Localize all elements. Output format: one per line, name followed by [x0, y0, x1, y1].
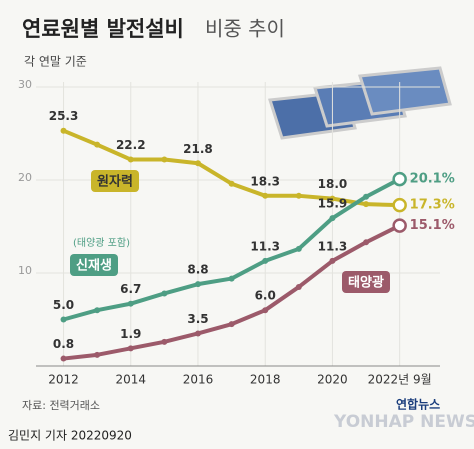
legend-label: 태양광: [348, 276, 384, 291]
point: [94, 307, 101, 314]
unit-note: 각 연말 기준: [24, 55, 87, 69]
watermark: YONHAP NEWS: [333, 412, 474, 432]
point: [363, 239, 370, 246]
y-tick-label: 30: [18, 78, 32, 91]
value-label: 5.0: [53, 298, 74, 312]
point: [127, 156, 134, 163]
value-label: 6.7: [120, 282, 141, 296]
x-tick-label: 2018: [250, 373, 281, 387]
point: [295, 283, 302, 290]
value-label: 18.3: [250, 174, 280, 188]
chart-title: 연료원별 발전설비: [22, 17, 184, 41]
point: [228, 180, 235, 187]
value-label: 20.1%: [410, 172, 455, 187]
point: [363, 201, 370, 208]
point: [60, 127, 67, 134]
agency: 연합뉴스: [396, 397, 440, 412]
value-label: 15.1%: [410, 218, 455, 233]
value-label: 17.3%: [410, 198, 455, 213]
point: [392, 218, 407, 233]
value-label: 15.9: [318, 197, 348, 211]
source: 자료: 전력거래소: [22, 399, 100, 412]
chart-subtitle: 비중 추이: [205, 17, 285, 41]
x-tick-label: 2022년 9월: [368, 373, 432, 387]
value-label: 11.3: [250, 239, 280, 253]
point: [392, 171, 407, 187]
point: [161, 290, 168, 297]
point: [228, 321, 235, 328]
point: [392, 197, 407, 213]
value-label: 0.8: [53, 337, 74, 351]
point: [262, 307, 269, 314]
point: [60, 355, 67, 362]
point: [161, 338, 168, 345]
point: [295, 245, 302, 252]
legend-box: [342, 271, 390, 293]
value-label: 3.5: [187, 312, 208, 326]
point: [94, 351, 101, 358]
x-tick-label: 2020: [317, 373, 348, 387]
legend-box: [70, 254, 118, 276]
value-label: 6.0: [255, 289, 276, 303]
point: [60, 316, 67, 323]
value-label: 1.9: [120, 327, 141, 341]
point: [127, 345, 134, 352]
value-label: 22.2: [116, 138, 146, 152]
y-tick-label: 10: [18, 264, 32, 277]
point: [161, 156, 168, 163]
point: [295, 192, 302, 199]
legend-label: 원자력: [97, 175, 133, 190]
point: [262, 257, 269, 264]
value-label: 11.3: [318, 239, 348, 253]
point: [194, 330, 201, 337]
y-tick-label: 20: [18, 171, 32, 184]
point: [329, 257, 336, 264]
credit: 김민지 기자 20220920: [8, 429, 132, 443]
point: [94, 141, 101, 148]
point: [194, 160, 201, 167]
value-label: 25.3: [49, 109, 79, 123]
point: [363, 193, 370, 200]
point: [228, 275, 235, 282]
value-label: 18.0: [318, 177, 348, 191]
x-tick-label: 2016: [183, 373, 214, 387]
point: [127, 300, 134, 307]
annotation: (태양광 포함): [73, 237, 130, 249]
point: [194, 281, 201, 288]
value-label: 21.8: [183, 142, 213, 156]
legend-box: [91, 170, 139, 192]
point: [329, 195, 336, 202]
x-tick-label: 2012: [48, 373, 79, 387]
x-tick-label: 2014: [115, 373, 146, 387]
legend-label: 신재생: [76, 259, 112, 274]
point: [329, 215, 336, 222]
point: [262, 192, 269, 199]
panels-illustration: [268, 66, 452, 140]
value-label: 8.8: [187, 263, 208, 277]
